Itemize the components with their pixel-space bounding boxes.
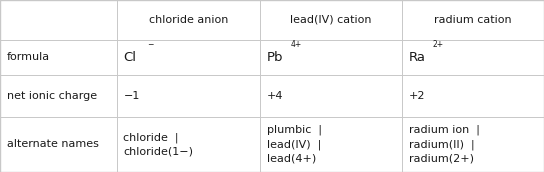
Text: lead(IV) cation: lead(IV) cation — [290, 15, 372, 25]
Text: chloride anion: chloride anion — [149, 15, 228, 25]
Text: chloride  |
chloride(1−): chloride | chloride(1−) — [123, 132, 194, 157]
Text: −: − — [147, 40, 154, 49]
Text: plumbic  |
lead(IV)  |
lead(4+): plumbic | lead(IV) | lead(4+) — [267, 125, 322, 164]
Text: 4+: 4+ — [290, 40, 302, 49]
Text: Cl: Cl — [123, 51, 137, 64]
Text: Pb: Pb — [267, 51, 283, 64]
Text: radium ion  |
radium(II)  |
radium(2+): radium ion | radium(II) | radium(2+) — [409, 125, 479, 164]
Text: 2+: 2+ — [432, 40, 443, 49]
Text: net ionic charge: net ionic charge — [7, 91, 97, 101]
Text: −1: −1 — [123, 91, 140, 101]
Text: alternate names: alternate names — [7, 139, 98, 149]
Text: Ra: Ra — [409, 51, 425, 64]
Text: +4: +4 — [267, 91, 283, 101]
Text: radium cation: radium cation — [434, 15, 512, 25]
Text: formula: formula — [7, 52, 50, 62]
Text: +2: +2 — [409, 91, 425, 101]
